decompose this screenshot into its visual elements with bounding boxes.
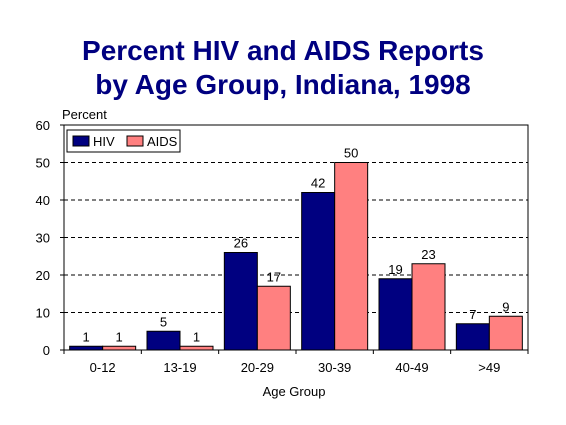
y-tick-label: 20 <box>36 268 50 283</box>
data-label-aids: 9 <box>502 299 509 314</box>
y-tick-label: 10 <box>36 306 50 321</box>
x-axis-label: Age Group <box>263 384 326 399</box>
bar-hiv <box>301 192 336 351</box>
y-axis-label: Percent <box>62 107 107 122</box>
bar-aids <box>256 285 291 351</box>
data-label-hiv: 5 <box>160 314 167 329</box>
bar-aids <box>334 162 369 351</box>
bar-aids <box>488 315 523 351</box>
x-tick-label: 40-49 <box>395 360 428 375</box>
bar-hiv <box>223 252 258 351</box>
bar-aids <box>179 345 214 351</box>
y-tick-label: 60 <box>36 118 50 133</box>
data-label-aids: 23 <box>421 247 435 262</box>
chart-title-line-1: Percent HIV and AIDS Reports <box>82 35 484 66</box>
y-tick-label: 0 <box>43 343 50 358</box>
bar-hiv <box>378 278 413 351</box>
legend-swatch-hiv <box>72 135 90 147</box>
bar-aids <box>102 345 137 351</box>
x-tick-label: 0-12 <box>90 360 116 375</box>
y-tick-label: 30 <box>36 231 50 246</box>
bar-hiv <box>146 330 181 351</box>
x-tick-label: 30-39 <box>318 360 351 375</box>
x-tick-label: 13-19 <box>163 360 196 375</box>
bar-aids <box>411 263 446 351</box>
data-label-hiv: 42 <box>311 176 325 191</box>
x-tick-label: 20-29 <box>241 360 274 375</box>
data-label-aids: 1 <box>116 329 123 344</box>
x-tick-label: >49 <box>478 360 500 375</box>
data-label-hiv: 7 <box>469 307 476 322</box>
bar-hiv <box>69 345 104 351</box>
chart-title-line-2: by Age Group, Indiana, 1998 <box>95 69 471 100</box>
data-label-hiv: 1 <box>83 329 90 344</box>
plot-area: 0 10 20 30 40 50 60 1 1 0-12 5 1 13-19 26 17 20-29 42 50 3… <box>36 118 529 375</box>
data-label-hiv: 26 <box>234 236 248 251</box>
data-label-aids: 50 <box>344 146 358 161</box>
y-tick-label: 50 <box>36 156 50 171</box>
y-tick-label: 40 <box>36 193 50 208</box>
data-label-hiv: 19 <box>388 262 402 277</box>
legend <box>66 129 181 153</box>
legend-label-hiv: HIV <box>93 134 115 149</box>
legend-label-aids: AIDS <box>147 134 178 149</box>
bar-hiv <box>455 323 490 351</box>
legend-swatch-aids <box>126 135 144 147</box>
data-label-aids: 1 <box>193 329 200 344</box>
data-label-aids: 17 <box>267 269 281 284</box>
